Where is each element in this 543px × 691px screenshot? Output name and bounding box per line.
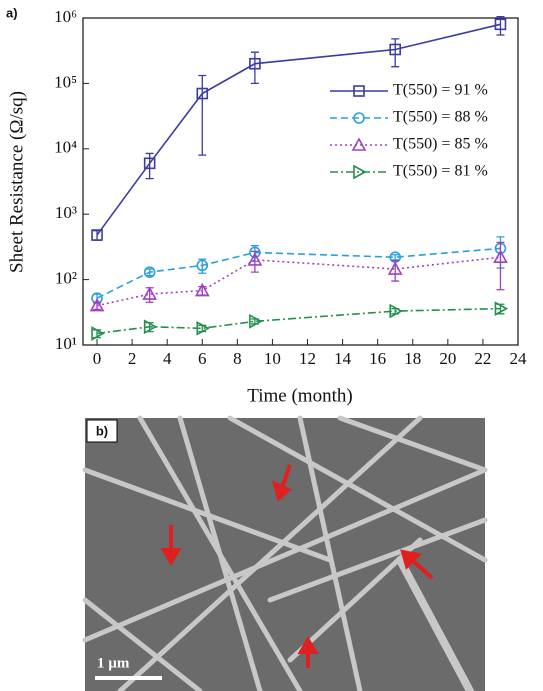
plot-frame (82, 17, 519, 346)
marker (196, 259, 209, 272)
panel-label-box (86, 419, 118, 443)
marker (247, 252, 263, 266)
error-bar (496, 241, 505, 291)
legend-marker (353, 164, 367, 180)
legend-label: T(550) = 91 % (393, 82, 488, 99)
y-tick-label: 10² (55, 269, 77, 288)
marker (493, 249, 508, 264)
marker (89, 297, 105, 312)
x-tick-label: 22 (474, 349, 491, 368)
marker (196, 87, 209, 100)
panel-label: b) (96, 423, 108, 438)
legend-marker (351, 137, 367, 151)
error-bar (93, 301, 102, 311)
x-tick-label: 18 (404, 349, 421, 368)
x-axis-label: Time (month) (247, 385, 352, 406)
marker (91, 326, 105, 341)
panel-label: a) (6, 5, 18, 20)
legend-marker (353, 112, 365, 124)
error-bar (198, 74, 207, 156)
marker (494, 301, 509, 316)
x-tick-label: 12 (299, 349, 316, 368)
series-line (96, 307, 501, 335)
marker (494, 18, 507, 31)
y-tick-label: 10⁴ (54, 138, 77, 157)
error-bar (250, 51, 259, 85)
marker (249, 57, 261, 70)
y-tick-label: 10⁶ (54, 7, 77, 26)
x-tick-label: 24 (510, 349, 528, 368)
marker (249, 313, 263, 329)
legend-marker (353, 85, 365, 97)
marker (143, 157, 156, 170)
x-tick-label: 20 (439, 349, 456, 368)
series-line (96, 247, 501, 299)
y-axis-label: Sheet Resistance (Ω/sq) (6, 91, 27, 273)
x-tick-label: 8 (233, 349, 242, 368)
marker (91, 229, 103, 241)
legend-label: T(550) = 88 % (393, 109, 488, 126)
x-tick-label: 10 (264, 349, 281, 368)
nanowires (82, 415, 488, 691)
error-bar (391, 254, 400, 261)
marker (194, 282, 210, 297)
series-line (96, 256, 501, 307)
x-tick-label: 4 (163, 349, 172, 368)
marker (143, 319, 158, 335)
marker (142, 286, 158, 300)
series-line (96, 23, 501, 236)
marker (143, 266, 156, 278)
legend-label: T(550) = 85 % (393, 136, 488, 153)
sem-image: b) 1 µm (82, 415, 488, 691)
scale-bar-label: 1 µm (97, 655, 130, 671)
legend-label: T(550) = 81 % (393, 163, 488, 180)
y-tick-label: 10³ (55, 203, 77, 222)
y-tick-label: 10⁵ (54, 72, 77, 91)
marker (389, 303, 403, 319)
marker (196, 320, 210, 336)
marker (389, 43, 402, 56)
x-tick-label: 16 (369, 349, 386, 368)
marker (387, 261, 403, 275)
x-tick-label: 2 (128, 349, 137, 368)
x-tick-label: 6 (198, 349, 207, 368)
x-tick-label: 14 (334, 349, 352, 368)
x-tick-label: 0 (93, 349, 102, 368)
error-bar (391, 38, 400, 68)
arrows (160, 464, 434, 668)
y-tick-label: 10¹ (55, 334, 77, 353)
